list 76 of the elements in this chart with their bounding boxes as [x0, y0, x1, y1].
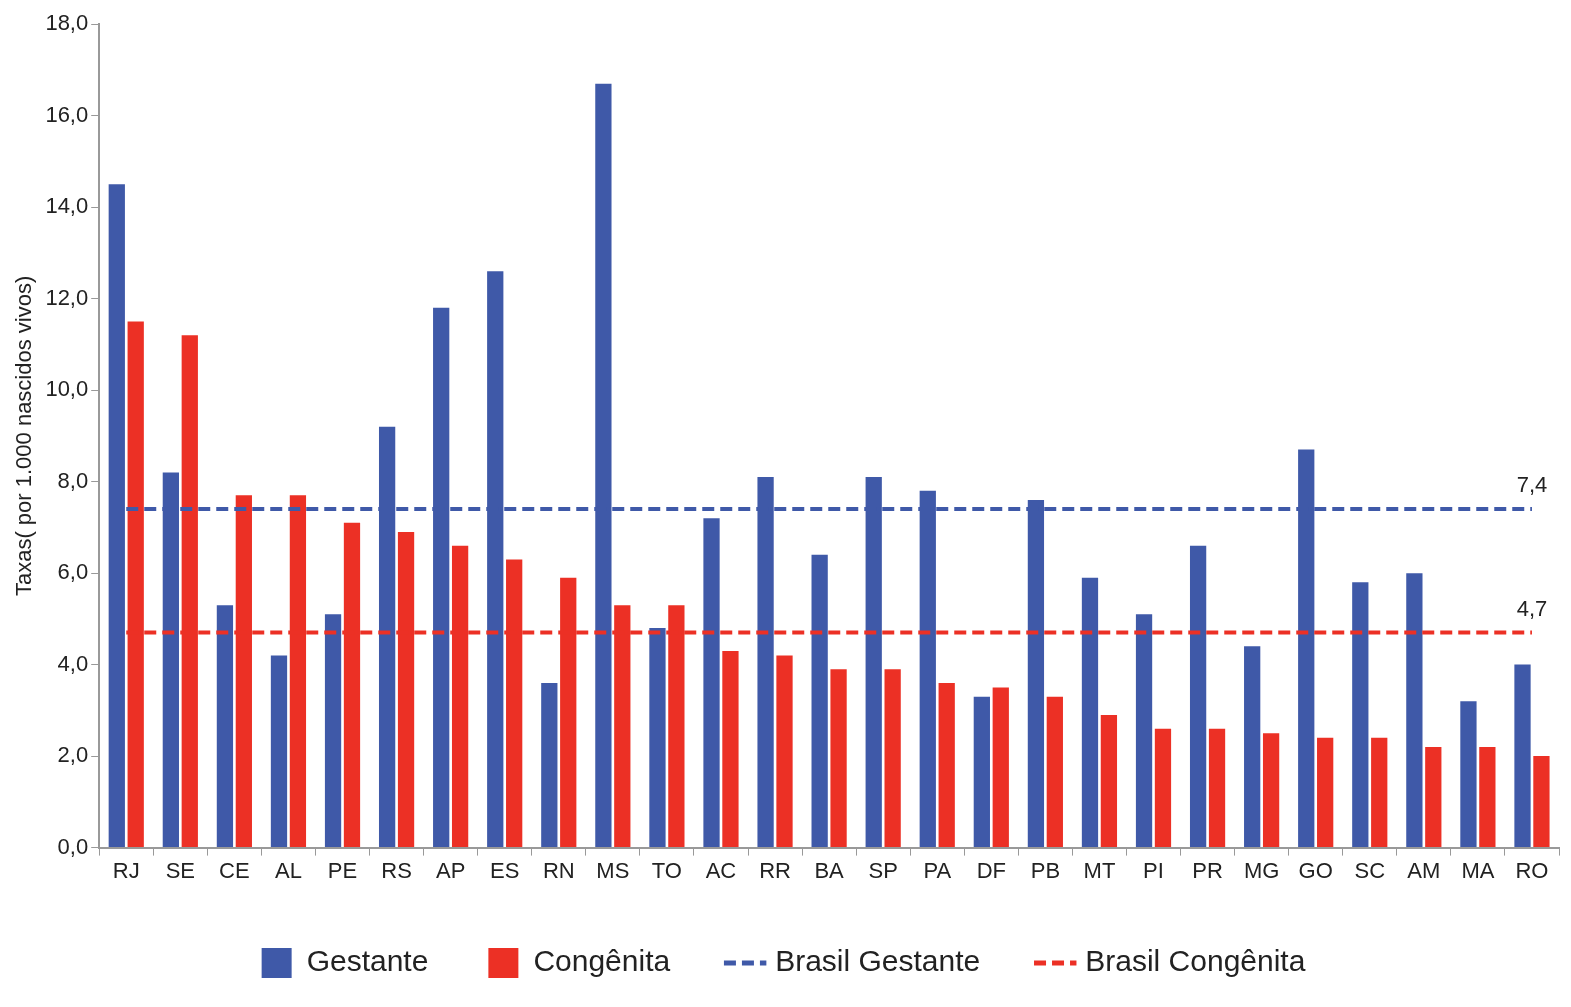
legend-label: Gestante: [306, 944, 429, 978]
x-tick-label: PE: [327, 857, 358, 883]
bar: [1352, 582, 1369, 848]
bar: [1460, 701, 1477, 848]
bar: [1479, 746, 1496, 848]
legend-label: Congênita: [533, 944, 671, 978]
x-tick-label: SE: [165, 857, 195, 883]
x-tick-label: PI: [1143, 857, 1164, 883]
bar: [1317, 737, 1334, 848]
y-tick-label: 8,0: [57, 467, 89, 493]
y-tick-label: 10,0: [45, 376, 89, 402]
bar: [830, 669, 847, 848]
bar: [811, 554, 828, 848]
bar: [1046, 696, 1063, 848]
bar: [992, 687, 1009, 848]
x-tick-label: PR: [1192, 857, 1223, 883]
bar: [1533, 756, 1550, 848]
legend-label: Brasil Gestante: [775, 944, 981, 978]
bar: [973, 696, 990, 848]
x-tick-label: AC: [705, 857, 737, 883]
bar: [1514, 664, 1531, 848]
bar: [1425, 746, 1442, 848]
x-tick-label: ES: [490, 857, 520, 883]
bar: [1189, 545, 1207, 848]
bar: [216, 605, 234, 848]
y-tick-label: 18,0: [45, 10, 89, 36]
bar: [1371, 737, 1388, 848]
x-tick-label: PA: [923, 857, 952, 883]
x-tick-label: MG: [1243, 857, 1280, 883]
bar: [776, 655, 793, 848]
y-tick-label: 12,0: [45, 284, 89, 310]
y-tick-label: 2,0: [57, 742, 89, 768]
x-tick-label: AM: [1407, 857, 1441, 883]
y-tick-label: 14,0: [45, 193, 89, 219]
x-tick-label: RJ: [112, 857, 140, 883]
annotation: 4,7: [1516, 595, 1548, 621]
x-tick-label: RN: [542, 857, 575, 883]
bar: [649, 628, 666, 848]
x-tick-label: MS: [596, 857, 630, 883]
bar: [1406, 573, 1423, 848]
bar: [884, 669, 901, 848]
x-tick-label: MA: [1461, 857, 1495, 883]
x-tick-label: MT: [1083, 857, 1116, 883]
x-tick-label: SP: [868, 857, 898, 883]
x-tick-label: RO: [1515, 857, 1549, 883]
y-axis-title: Taxas( por 1.000 nascidos vivos): [11, 275, 37, 597]
x-tick-label: AP: [435, 857, 466, 883]
y-tick-label: 16,0: [45, 101, 89, 127]
annotation: 7,4: [1516, 472, 1548, 498]
bar: [703, 518, 720, 848]
x-tick-label: RS: [381, 857, 412, 883]
bar: [324, 614, 342, 848]
y-tick-label: 4,0: [57, 650, 89, 676]
x-tick-label: BA: [814, 857, 845, 883]
bar: [270, 655, 288, 848]
x-tick-label: CE: [219, 857, 250, 883]
bar: [938, 682, 955, 848]
x-tick-label: PB: [1030, 857, 1061, 883]
bar: [1100, 714, 1118, 848]
bar: [1081, 577, 1099, 848]
y-tick-label: 0,0: [57, 833, 89, 859]
bar: [1135, 614, 1153, 848]
bar: [722, 650, 739, 848]
x-tick-label: SC: [1354, 857, 1386, 883]
bar: [1244, 646, 1261, 848]
x-tick-label: GO: [1298, 857, 1333, 883]
x-tick-label: TO: [651, 857, 682, 883]
x-tick-label: RR: [759, 857, 791, 883]
x-tick-label: DF: [976, 857, 1006, 883]
bar: [1262, 733, 1280, 848]
y-tick-label: 6,0: [57, 559, 89, 585]
x-tick-label: AL: [274, 857, 302, 883]
bar: [1208, 728, 1226, 848]
bar: [1154, 728, 1172, 848]
bar: [541, 682, 558, 848]
legend-label: Brasil Congênita: [1085, 944, 1306, 978]
